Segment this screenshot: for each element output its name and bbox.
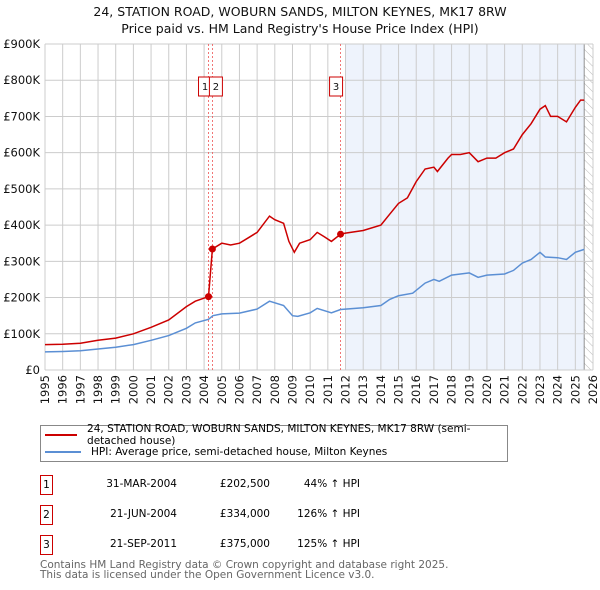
x-tick-label: 2023 xyxy=(533,375,547,404)
legend-label: 24, STATION ROAD, WOBURN SANDS, MILTON K… xyxy=(87,423,471,447)
sale-hpi: 126% ↑ HPI xyxy=(297,508,360,520)
sale-row: 3 21-SEP-2011 £375,000 125% ↑ HPI xyxy=(40,535,440,555)
y-tick-label: £900K xyxy=(3,37,40,51)
legend-swatch-blue xyxy=(45,451,81,453)
x-tick-label: 2001 xyxy=(144,375,158,404)
x-tick-label: 2012 xyxy=(339,375,353,404)
y-tick-label: £300K xyxy=(3,254,40,268)
legend: 24, STATION ROAD, WOBURN SANDS, MILTON K… xyxy=(40,423,508,462)
price-chart: 1995 1996 1997 1998 1999 2000 2001 2002 2003 2004… xyxy=(3,37,600,404)
x-tick-label: 2026 xyxy=(586,375,600,404)
sale-hpi: 44% ↑ HPI xyxy=(303,478,360,490)
chart-title: 24, STATION ROAD, WOBURN SANDS, MILTON K… xyxy=(93,4,507,19)
property-price-line xyxy=(44,99,585,346)
sale-marker-label: 1 xyxy=(202,82,208,93)
chart-subtitle: Price paid vs. HM Land Registry's House … xyxy=(121,21,479,36)
y-tick-label: £800K xyxy=(3,73,40,87)
hpi-line xyxy=(44,248,585,353)
x-tick-label: 2015 xyxy=(392,375,406,404)
x-tick-label: 2016 xyxy=(409,375,423,404)
x-tick-label: 2014 xyxy=(374,375,388,404)
legend-item-hpi: HPI: Average price, semi-detached house,… xyxy=(45,444,387,460)
footer-licence: This data is licensed under the Open Gov… xyxy=(40,569,375,581)
x-tick-label: 1995 xyxy=(38,375,52,404)
sale-point xyxy=(208,245,216,253)
footer: Contains HM Land Registry data © Crown c… xyxy=(40,559,449,581)
hatch-region xyxy=(584,44,593,370)
sale-price: £202,500 xyxy=(219,478,270,490)
legend-label: HPI: Average price, semi-detached house,… xyxy=(91,446,388,458)
sale-row: 2 21-JUN-2004 £334,000 126% ↑ HPI xyxy=(40,505,440,525)
x-tick-label: 2022 xyxy=(515,375,529,404)
x-tick-label: 1996 xyxy=(56,375,70,404)
x-tick-label: 2008 xyxy=(268,375,282,404)
sale-point xyxy=(337,230,345,238)
x-tick-label: 2018 xyxy=(445,375,459,404)
x-tick-label: 2013 xyxy=(356,375,370,404)
sale-marker-box xyxy=(208,76,223,97)
x-tick-label: 2004 xyxy=(197,375,211,404)
x-tick-label: 2017 xyxy=(427,375,441,404)
x-tick-label: 2024 xyxy=(551,375,565,404)
x-tick-label: 1998 xyxy=(91,375,105,404)
y-tick-label: £200K xyxy=(3,291,40,305)
legend-swatch-red xyxy=(45,434,78,436)
x-tick-label: 2009 xyxy=(285,375,299,404)
sale-date: 31-MAR-2004 xyxy=(106,478,177,490)
y-tick-label: £700K xyxy=(3,109,40,123)
y-tick-label: £600K xyxy=(3,146,40,160)
x-tick-label: 2025 xyxy=(568,375,582,404)
sale-price: £334,000 xyxy=(219,508,270,520)
sale-marker: 3 xyxy=(40,535,53,555)
y-tick-label: £100K xyxy=(3,327,40,341)
x-tick-label: 2010 xyxy=(303,375,317,404)
sale-marker: 1 xyxy=(40,475,53,495)
sale-date: 21-SEP-2011 xyxy=(109,538,177,550)
sale-marker-box xyxy=(329,76,344,97)
x-tick-label: 1999 xyxy=(109,375,123,404)
sale-point xyxy=(205,293,213,301)
sale-marker: 2 xyxy=(40,505,53,525)
sale-price: £375,000 xyxy=(219,538,270,550)
x-tick-label: 2011 xyxy=(321,375,335,404)
footer-copyright: Contains HM Land Registry data © Crown c… xyxy=(40,559,449,571)
x-tick-label: 2006 xyxy=(232,375,246,404)
x-tick-label: 2019 xyxy=(462,375,476,404)
y-tick-label: £500K xyxy=(3,182,40,196)
x-tick-label: 1997 xyxy=(73,375,87,404)
sale-hpi: 125% ↑ HPI xyxy=(297,538,360,550)
sale-marker-label: 3 xyxy=(333,82,339,93)
x-tick-label: 2005 xyxy=(215,375,229,404)
x-tick-label: 2021 xyxy=(498,375,512,404)
forecast-shade xyxy=(345,44,585,370)
x-tick-label: 2020 xyxy=(480,375,494,404)
x-tick-label: 2000 xyxy=(126,375,140,404)
y-tick-label: £400K xyxy=(3,218,40,232)
x-tick-label: 2003 xyxy=(179,375,193,404)
sale-row: 1 31-MAR-2004 £202,500 44% ↑ HPI xyxy=(40,475,440,495)
y-tick-label: £0 xyxy=(25,363,40,377)
x-tick-label: 2002 xyxy=(162,375,176,404)
sale-date: 21-JUN-2004 xyxy=(110,508,177,520)
legend-item-property: 24, STATION ROAD, WOBURN SANDS, MILTON K… xyxy=(45,423,507,447)
x-tick-label: 2007 xyxy=(250,375,264,404)
sale-marker-label: 2 xyxy=(213,82,219,93)
